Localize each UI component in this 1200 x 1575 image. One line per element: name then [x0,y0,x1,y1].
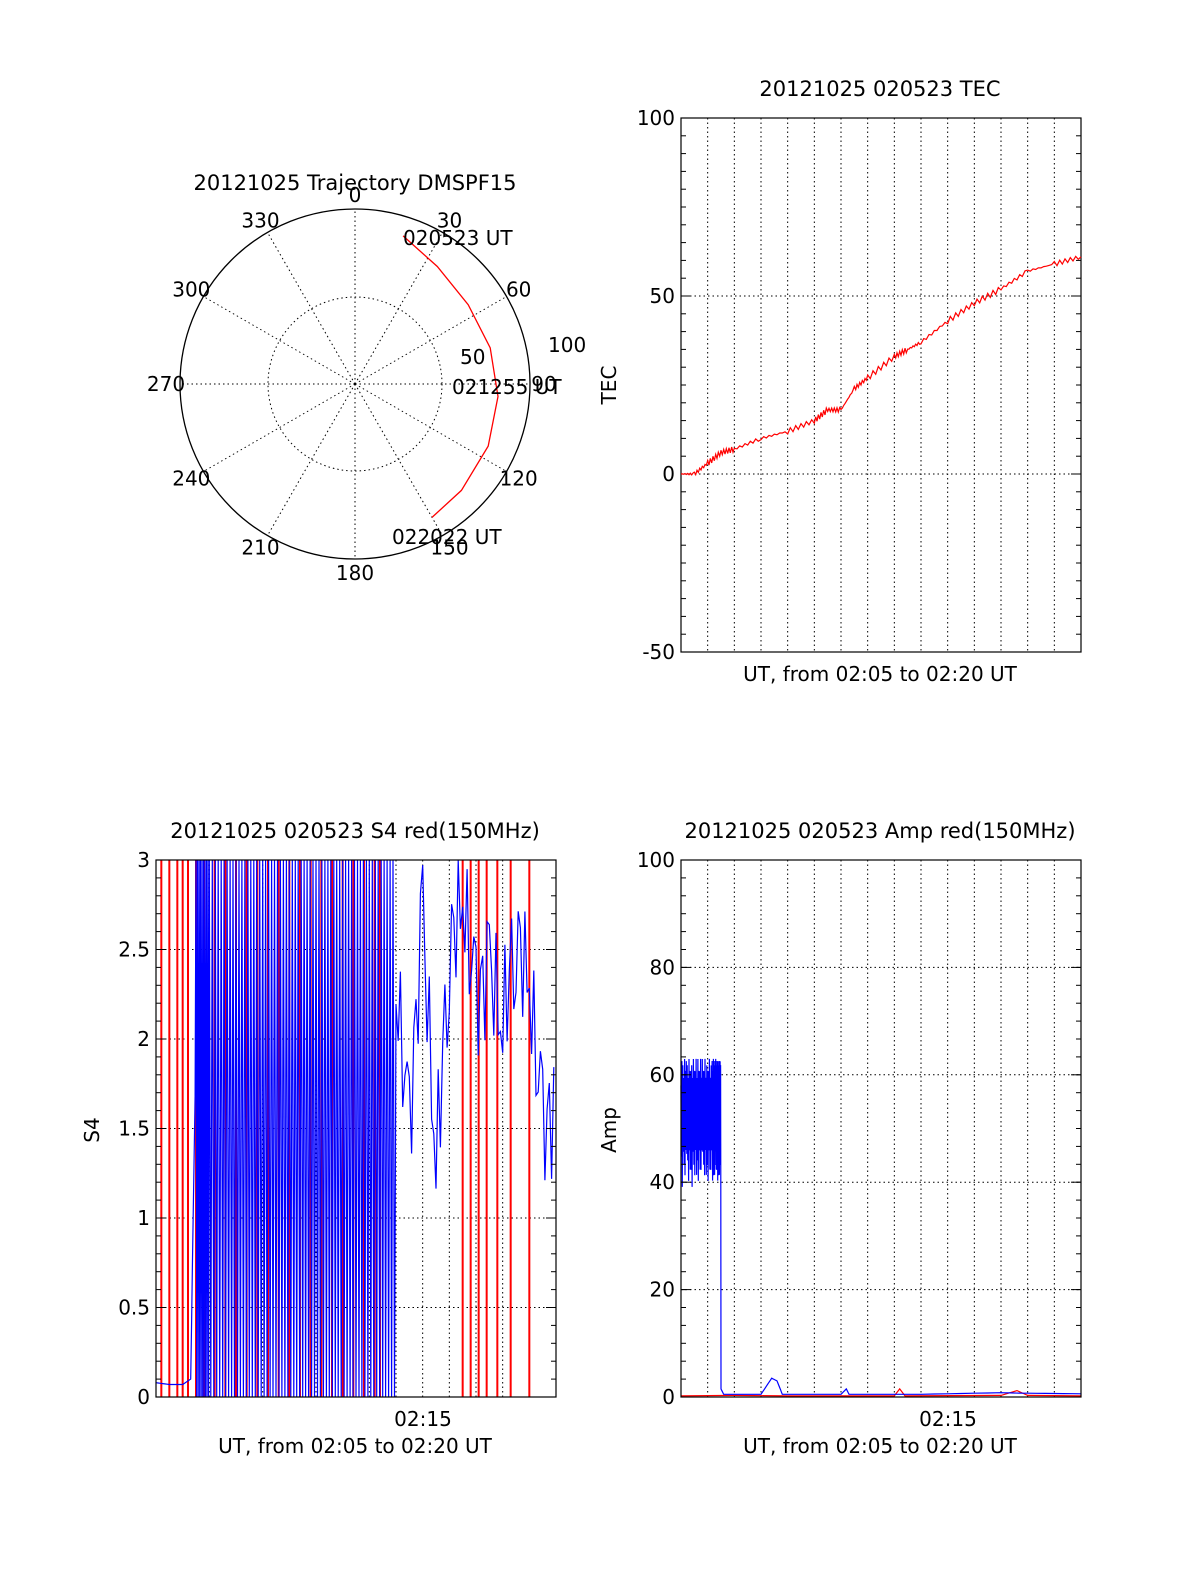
amp-plot: 20121025 020523 Amp red(150MHz) 100 80 60 4… [597,819,1082,1458]
annotation-end-time: 022022 UT [392,525,502,549]
s4-blue-series [155,859,555,1398]
angle-label-330: 330 [241,208,279,232]
polar-spoke-210 [267,383,356,536]
trajectory-plot: 20121025 Trajectory DMSPF15 0 30 60 90 120 15… [147,171,586,585]
amp-grid [681,860,1081,1397]
tec-ylabel-50: 50 [650,284,675,308]
angle-label-150: 150 [430,536,468,560]
angle-label-210: 210 [241,536,279,560]
s4-ylabel-0.5: 0.5 [118,1296,150,1320]
amp-frame [680,859,1082,1398]
amp-title: 20121025 020523 Amp red(150MHz) [684,819,1075,843]
s4-ylabel-1.5: 1.5 [118,1117,150,1141]
polar-grid [180,209,530,559]
s4-xtick-0215: 02:15 [394,1407,452,1431]
s4-ylabel: S4 [80,1117,104,1142]
s4-xlabel: UT, from 02:05 to 02:20 UT [218,1434,493,1458]
annotation-start-time: 020523 UT [403,226,513,250]
trajectory-title: 20121025 Trajectory DMSPF15 [193,171,516,195]
amp-xlabel: UT, from 02:05 to 02:20 UT [743,1434,1018,1458]
amp-ylabel-80: 80 [650,955,675,979]
tec-series-line [680,255,1082,477]
polar-angle-labels: 0 30 60 90 120 150 180 210 240 270 300 330 [147,183,557,585]
angle-label-120: 120 [500,467,538,491]
tec-ylabel: TEC [597,366,621,406]
radius-label-100: 100 [548,333,586,357]
amp-blue-series [680,1058,1082,1395]
s4-ylabel-3: 3 [137,848,150,872]
angle-label-240: 240 [172,467,210,491]
tec-ylabel-100: 100 [637,106,675,130]
amp-ticks [681,859,1081,1398]
tec-y-tick-labels: 100 50 0 -50 [637,106,675,664]
amp-ylabel-60: 60 [650,1063,675,1087]
tec-grid [681,118,1081,652]
tec-plot: 20121025 020523 TEC 100 50 0 -50 TEC UT, fr… [597,77,1082,686]
angle-label-0: 0 [349,183,362,207]
amp-y-tick-labels: 100 80 60 40 20 0 [637,848,675,1409]
amp-ylabel-40: 40 [650,1170,675,1194]
polar-spoke-240 [203,383,356,472]
polar-spoke-330 [267,232,356,385]
s4-y-tick-labels: 3 2.5 2 1.5 1 0.5 0 [118,848,150,1409]
tec-xlabel: UT, from 02:05 to 02:20 UT [743,662,1018,686]
s4-ylabel-1: 1 [137,1206,150,1230]
tec-ylabel-0: 0 [662,462,675,486]
angle-label-180: 180 [336,561,374,585]
annotation-mid-time: 021255 UT [452,375,562,399]
amp-ylabel-20: 20 [650,1278,675,1302]
s4-grid [156,860,556,1397]
angle-label-270: 270 [147,372,185,396]
amp-ylabel-0: 0 [662,1385,675,1409]
tec-title: 20121025 020523 TEC [759,77,1000,101]
s4-ticks [156,859,556,1398]
amp-ylabel-100: 100 [637,848,675,872]
amp-xtick-0215: 02:15 [919,1407,977,1431]
radius-label-50: 50 [460,345,485,369]
tec-ticks [681,117,1081,653]
polar-outer-circle [179,208,531,560]
polar-spoke-300 [203,296,356,385]
tec-ylabel--50: -50 [642,640,675,664]
amp-ylabel: Amp [597,1107,621,1153]
s4-ylabel-2: 2 [137,1027,150,1051]
trajectory-track [402,235,499,518]
s4-ylabel-2.5: 2.5 [118,938,150,962]
angle-label-300: 300 [172,278,210,302]
s4-title: 20121025 020523 S4 red(150MHz) [170,819,540,843]
tec-frame [680,117,1082,653]
s4-ylabel-0: 0 [137,1385,150,1409]
angle-label-90: 90 [531,372,556,396]
s4-plot: 20121025 020523 S4 red(150MHz) 3 2.5 2 1.5 1… [80,819,557,1458]
angle-label-30: 30 [437,208,462,232]
angle-label-60: 60 [506,278,531,302]
